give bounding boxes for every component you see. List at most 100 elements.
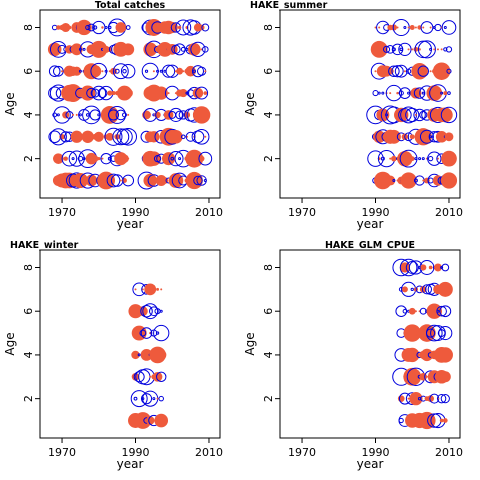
- bubble-negative: [413, 108, 426, 122]
- panel-total-catches: Total catches year Age 1970 1990 2010 2 4 6 8: [3, 0, 223, 231]
- bubble-positive: [75, 92, 78, 95]
- bubble-negative: [413, 87, 426, 99]
- bubble-positive: [413, 46, 419, 52]
- bubble-positive: [420, 348, 434, 362]
- bubble-positive: [403, 70, 406, 73]
- x-tick-label: 1990: [122, 446, 150, 459]
- bubble-positive: [441, 150, 457, 167]
- bubble-negative: [141, 62, 159, 80]
- bubble-negative: [92, 25, 98, 30]
- bubble-positive: [63, 156, 68, 161]
- bubble-positive: [119, 179, 122, 182]
- bubble-positive: [192, 87, 204, 99]
- bubble-positive: [414, 128, 432, 146]
- bubble-negative: [104, 127, 123, 146]
- bubble-negative: [394, 64, 408, 78]
- bubble-positive: [408, 307, 416, 315]
- bubble-negative: [203, 179, 207, 183]
- bubble-negative: [91, 85, 107, 101]
- bubble-negative: [443, 47, 448, 52]
- bubble-positive: [198, 155, 205, 162]
- y-tick-label: 8: [22, 264, 35, 271]
- bubble-positive: [140, 349, 153, 361]
- bubble-positive: [89, 65, 102, 78]
- bubble-negative: [170, 156, 175, 161]
- bubble-positive: [409, 24, 415, 31]
- bubble-positive: [409, 156, 415, 162]
- bubble-negative: [163, 69, 167, 73]
- bubble-positive: [414, 310, 417, 313]
- bubble-negative: [445, 46, 453, 53]
- bubble-positive: [176, 67, 184, 75]
- bubble-negative: [421, 284, 432, 295]
- bubble-positive: [168, 173, 184, 188]
- bubble-positive: [143, 173, 157, 188]
- bubble-negative: [142, 390, 159, 407]
- bubble-negative: [392, 179, 396, 183]
- bubble-negative: [202, 46, 209, 53]
- x-axis-label: year: [357, 457, 384, 471]
- bubble-negative: [180, 134, 186, 140]
- bubble-positive: [440, 172, 458, 189]
- bubble-positive: [429, 70, 432, 73]
- bubble-negative: [78, 108, 91, 121]
- bubble-negative: [175, 110, 184, 120]
- bubble-positive: [200, 110, 210, 120]
- bubble-positive: [64, 84, 83, 103]
- bubble-positive: [390, 24, 397, 31]
- bubble-positive: [90, 40, 108, 58]
- bubble-negative: [190, 41, 206, 57]
- bubble-negative: [175, 19, 192, 36]
- bubble-negative: [49, 128, 67, 146]
- bubble-positive: [418, 48, 421, 51]
- bubble-negative: [97, 113, 101, 117]
- bubble-positive: [47, 42, 62, 57]
- bubble-positive: [100, 106, 119, 124]
- bubble-negative: [377, 91, 381, 95]
- bubble-negative: [125, 25, 131, 30]
- bubble-positive: [56, 25, 61, 30]
- bubble-positive: [61, 22, 71, 33]
- bubble-negative: [71, 157, 75, 161]
- bubble-negative: [140, 327, 153, 339]
- bubble-positive: [439, 371, 451, 383]
- bubble-positive: [101, 135, 104, 138]
- panel-hake-glm-cpue: HAKE_GLM_CPUE year Age 1970 1990 2010 2 4 6 8: [243, 240, 463, 471]
- bubble-positive: [145, 416, 155, 425]
- bubble-positive: [93, 131, 104, 142]
- bubble-positive: [403, 324, 421, 342]
- bubble-negative: [402, 308, 408, 314]
- bubble-negative: [440, 106, 458, 124]
- bubble-positive: [82, 179, 86, 182]
- bubble-positive: [422, 179, 425, 182]
- bubble-negative: [78, 69, 82, 73]
- bubble-positive: [115, 22, 127, 33]
- bubble-positive: [397, 395, 405, 402]
- bubble-positive: [81, 130, 94, 143]
- bubble-positive: [105, 132, 114, 141]
- bubble-positive: [97, 171, 116, 190]
- bubble-negative: [133, 396, 138, 401]
- bubble-negative: [418, 157, 422, 161]
- bubble-positive: [419, 373, 428, 381]
- bubble-negative: [419, 260, 435, 275]
- panel-title: Total catches: [95, 0, 166, 11]
- panel-title: HAKE_summer: [250, 0, 328, 11]
- y-tick-label: 6: [22, 68, 35, 75]
- bubble-negative: [104, 69, 108, 73]
- bubble-positive: [152, 70, 155, 73]
- x-tick-label: 2010: [195, 206, 223, 219]
- bubble-positive: [145, 19, 163, 36]
- panel-title: HAKE_winter: [10, 240, 79, 251]
- bubble-negative: [440, 394, 450, 404]
- bubble-negative: [152, 397, 156, 401]
- bubble-positive: [399, 262, 410, 273]
- bubble-positive: [111, 91, 116, 96]
- bubble-negative: [115, 109, 127, 121]
- x-tick-label: 1970: [288, 446, 316, 459]
- bubble-positive: [429, 26, 432, 29]
- bubble-negative: [85, 113, 90, 117]
- bubble-negative: [439, 305, 452, 318]
- bubble-positive: [437, 281, 453, 297]
- bubble-negative: [53, 106, 71, 124]
